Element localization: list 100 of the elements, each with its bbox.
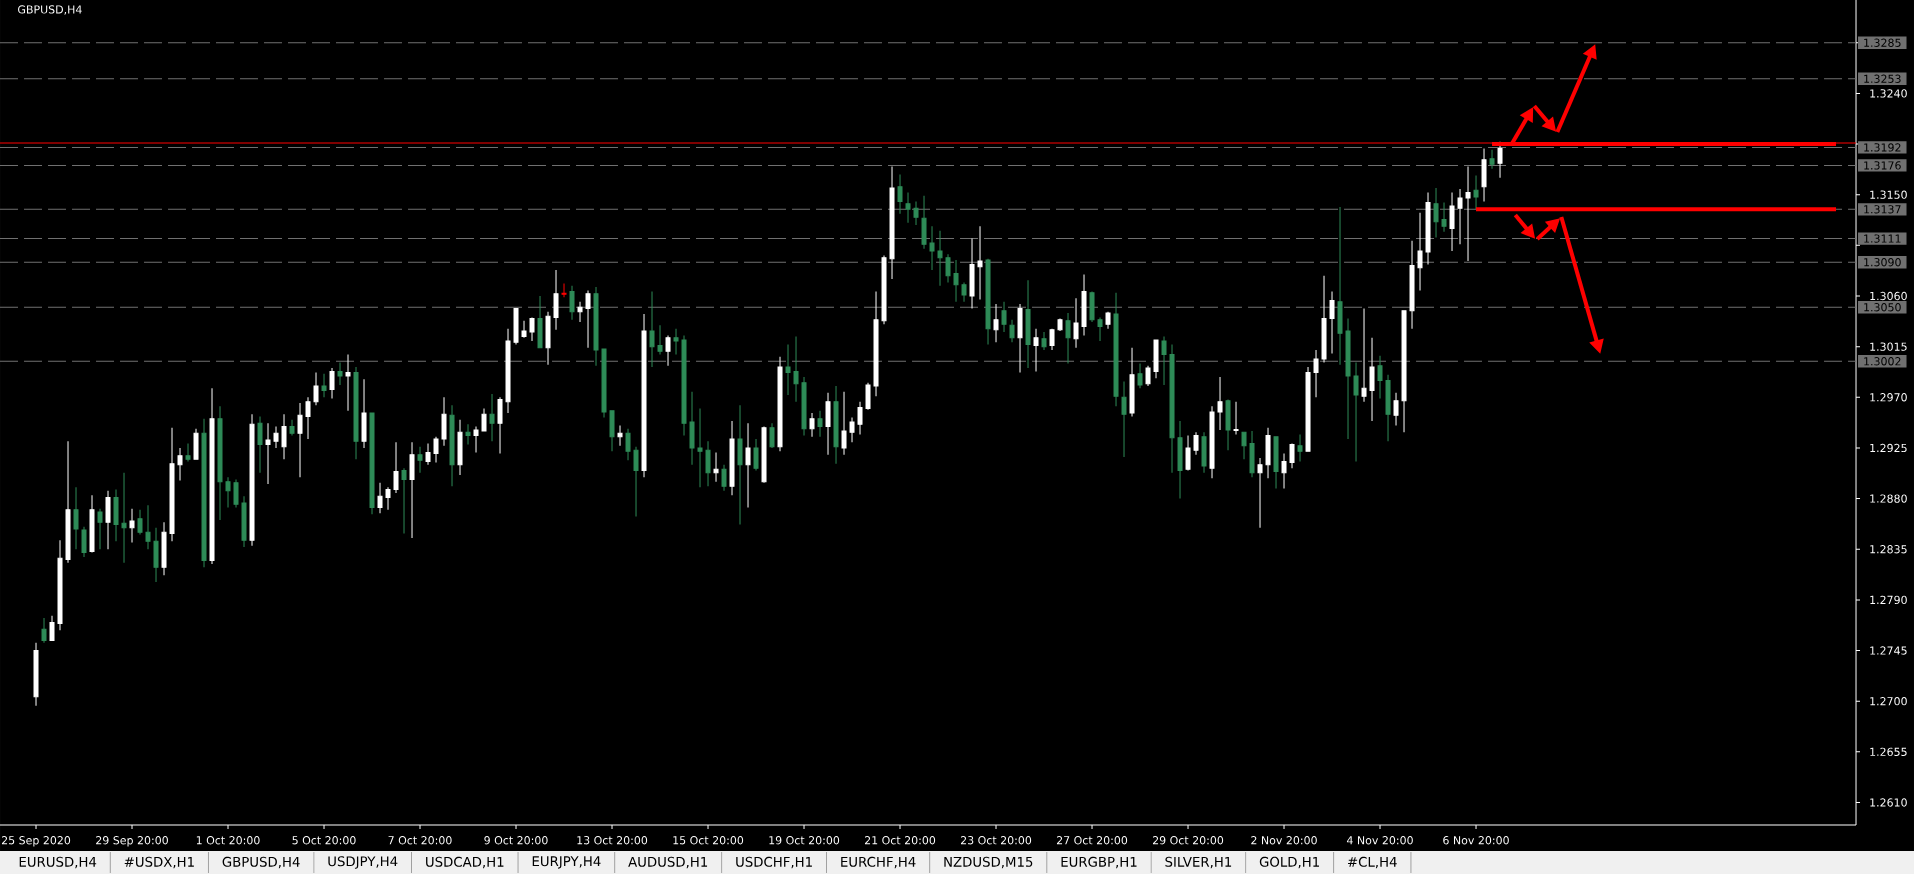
- candlestick: [1369, 337, 1375, 422]
- candlestick: [1089, 291, 1095, 323]
- candlestick: [1377, 355, 1383, 399]
- text: GBPUSD,H4: [222, 856, 300, 869]
- y-tick-label: 1.2970: [1870, 393, 1907, 402]
- candlestick: [449, 404, 455, 487]
- candlestick: [217, 405, 223, 521]
- candlestick: [273, 426, 279, 449]
- candlestick: [1473, 175, 1479, 210]
- candlestick: [417, 446, 423, 474]
- candlestick: [241, 495, 247, 548]
- candlestick: [289, 419, 295, 437]
- candlestick: [849, 417, 855, 443]
- y-tick-label: 1.2835: [1870, 545, 1907, 554]
- text: USDCAD,H1: [426, 856, 504, 869]
- candlestick: [153, 527, 159, 583]
- candlestick: [1073, 297, 1079, 349]
- candlestick: [681, 334, 687, 437]
- candlestick: [1193, 431, 1199, 456]
- candlestick: [585, 289, 591, 349]
- y-tick-label: 1.2700: [1870, 697, 1907, 706]
- candlestick: [577, 301, 583, 323]
- candlestick: [633, 446, 639, 518]
- candlestick: [41, 617, 47, 644]
- candlestick: [641, 313, 647, 478]
- x-tick-label: 1 Oct 20:00: [196, 836, 260, 845]
- candlestick: [729, 420, 735, 496]
- candlestick: [1265, 427, 1271, 479]
- candlestick: [201, 418, 207, 568]
- y-tick-label: 1.2790: [1870, 595, 1907, 605]
- candlestick: [497, 396, 503, 455]
- candlestick: [521, 320, 527, 339]
- candlestick: [401, 467, 407, 534]
- x-tick-label: 29 Sep 20:00: [96, 836, 168, 847]
- candlestick: [1281, 453, 1287, 489]
- text: EURJPY,H4: [532, 856, 601, 869]
- text: GOLD,H1: [1259, 856, 1319, 869]
- candlestick: [529, 316, 535, 342]
- candlestick: [1289, 442, 1295, 469]
- candlestick: [1025, 279, 1031, 369]
- candlestick: [249, 413, 255, 547]
- candlestick: [1329, 291, 1335, 354]
- candlestick: [1049, 328, 1055, 351]
- x-tick-label: 7 Oct 20:00: [388, 836, 452, 845]
- candlestick: [321, 373, 327, 398]
- candlestick: [177, 447, 183, 482]
- candlestick: [457, 419, 463, 476]
- candlestick: [1161, 336, 1167, 386]
- x-tick-label: 27 Oct 20:00: [1056, 836, 1128, 845]
- candlestick: [841, 391, 847, 456]
- candlestick: [193, 428, 199, 460]
- candlestick: [1337, 206, 1343, 366]
- ref-line-label: 1.3090: [1864, 258, 1901, 267]
- candlestick: [489, 393, 495, 442]
- candlestick: [553, 269, 559, 331]
- candlestick: [81, 526, 87, 558]
- candlestick: [265, 422, 271, 485]
- candlestick: [833, 385, 839, 465]
- candlestick: [961, 282, 967, 303]
- candlestick: [1441, 202, 1447, 233]
- x-tick-label: 6 Nov 20:00: [1443, 836, 1509, 845]
- candlestick: [825, 392, 831, 456]
- candlestick: [537, 295, 543, 349]
- text: #USDX,H1: [124, 856, 194, 869]
- candlestick: [225, 476, 231, 509]
- candlestick: [649, 291, 655, 368]
- ref-line-label: 1.3192: [1864, 143, 1901, 152]
- text: EURUSD,H4: [19, 856, 97, 869]
- candlestick: [1401, 310, 1407, 433]
- candlestick: [921, 195, 927, 250]
- ref-line-label: 1.3176: [1864, 161, 1901, 170]
- candlestick: [129, 508, 135, 543]
- candlestick: [1385, 374, 1391, 442]
- candlestick: [305, 396, 311, 440]
- candlestick: [353, 366, 359, 460]
- candlestick: [113, 489, 119, 542]
- candlestick: [425, 442, 431, 466]
- candlestick: [1121, 381, 1127, 458]
- ref-line-label: 1.3285: [1864, 38, 1901, 47]
- candlestick: [73, 486, 79, 550]
- candlestick: [97, 508, 103, 550]
- ref-line-label: 1.3137: [1864, 205, 1901, 214]
- candlestick: [377, 482, 383, 514]
- candlestick: [569, 285, 575, 321]
- candlestick: [601, 348, 607, 419]
- y-tick-label: 1.3060: [1870, 291, 1907, 301]
- candlestick: [721, 464, 727, 492]
- candlestick: [1081, 274, 1087, 336]
- y-tick-label: 1.2880: [1870, 494, 1907, 503]
- candlestick: [1321, 275, 1327, 363]
- candlestick: [1465, 166, 1471, 262]
- candlestick: [185, 442, 191, 462]
- candlestick: [881, 254, 887, 325]
- candlestick: [297, 402, 303, 478]
- candlestick: [777, 356, 783, 452]
- candlestick: [1257, 457, 1263, 529]
- candlestick: [1105, 311, 1111, 330]
- chart-title: GBPUSD,H4: [18, 5, 82, 15]
- candlestick: [505, 328, 511, 414]
- candlestick: [281, 413, 287, 460]
